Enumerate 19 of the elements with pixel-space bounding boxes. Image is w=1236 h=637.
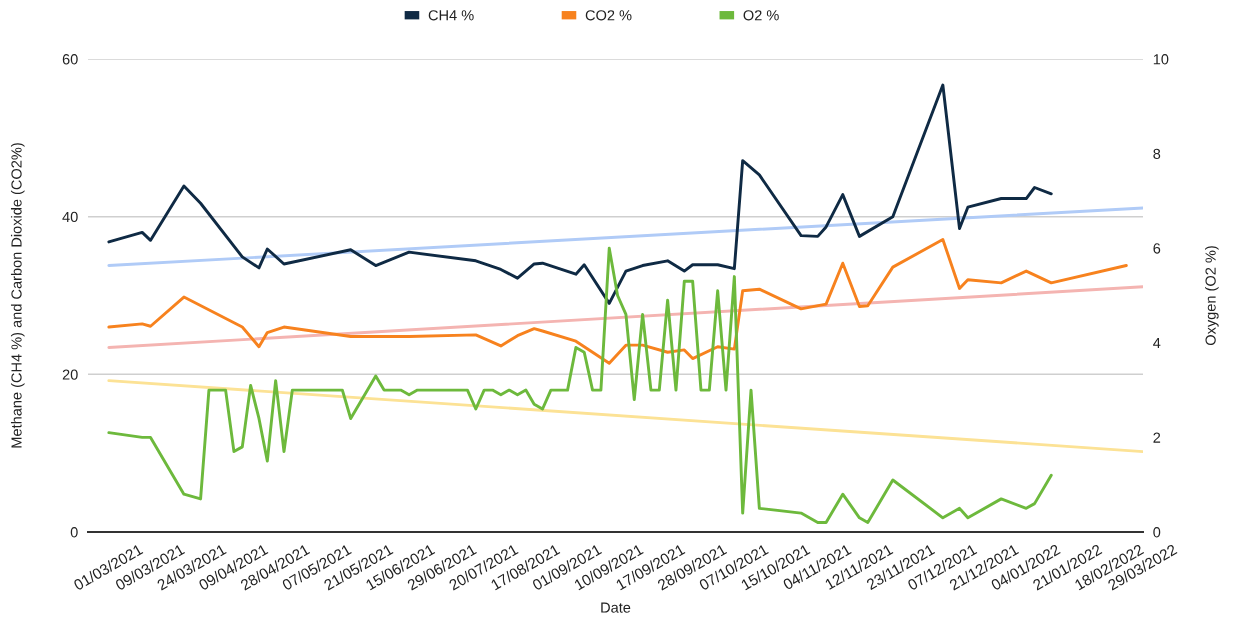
y2-tick-label: 10 [1153, 54, 1169, 65]
legend-label: CO2 % [585, 10, 632, 21]
y2-axis-title: Oxygen (O2 %) [1205, 246, 1219, 346]
y-tick-label: 20 [62, 369, 78, 380]
line-series [107, 238, 1128, 365]
line-series [107, 83, 1053, 305]
y2-tick-label: 4 [1153, 338, 1161, 349]
x-axis-title: Date [601, 602, 631, 613]
y2-tick-label: 2 [1153, 432, 1161, 443]
y2-tick-label: 0 [1153, 527, 1161, 538]
y-tick-label: 60 [62, 54, 78, 65]
y2-tick-label: 6 [1153, 243, 1161, 254]
y-tick-label: 0 [70, 527, 78, 538]
line-series [107, 246, 1053, 524]
legend-label: O2 % [743, 10, 779, 21]
y-tick-label: 40 [62, 211, 78, 223]
y-axis-title: Methane (CH4 %) and Carbon Dioxide (CO2%) [10, 143, 25, 448]
legend-label: CH4 % [428, 10, 474, 21]
y2-tick-label: 8 [1153, 148, 1161, 160]
